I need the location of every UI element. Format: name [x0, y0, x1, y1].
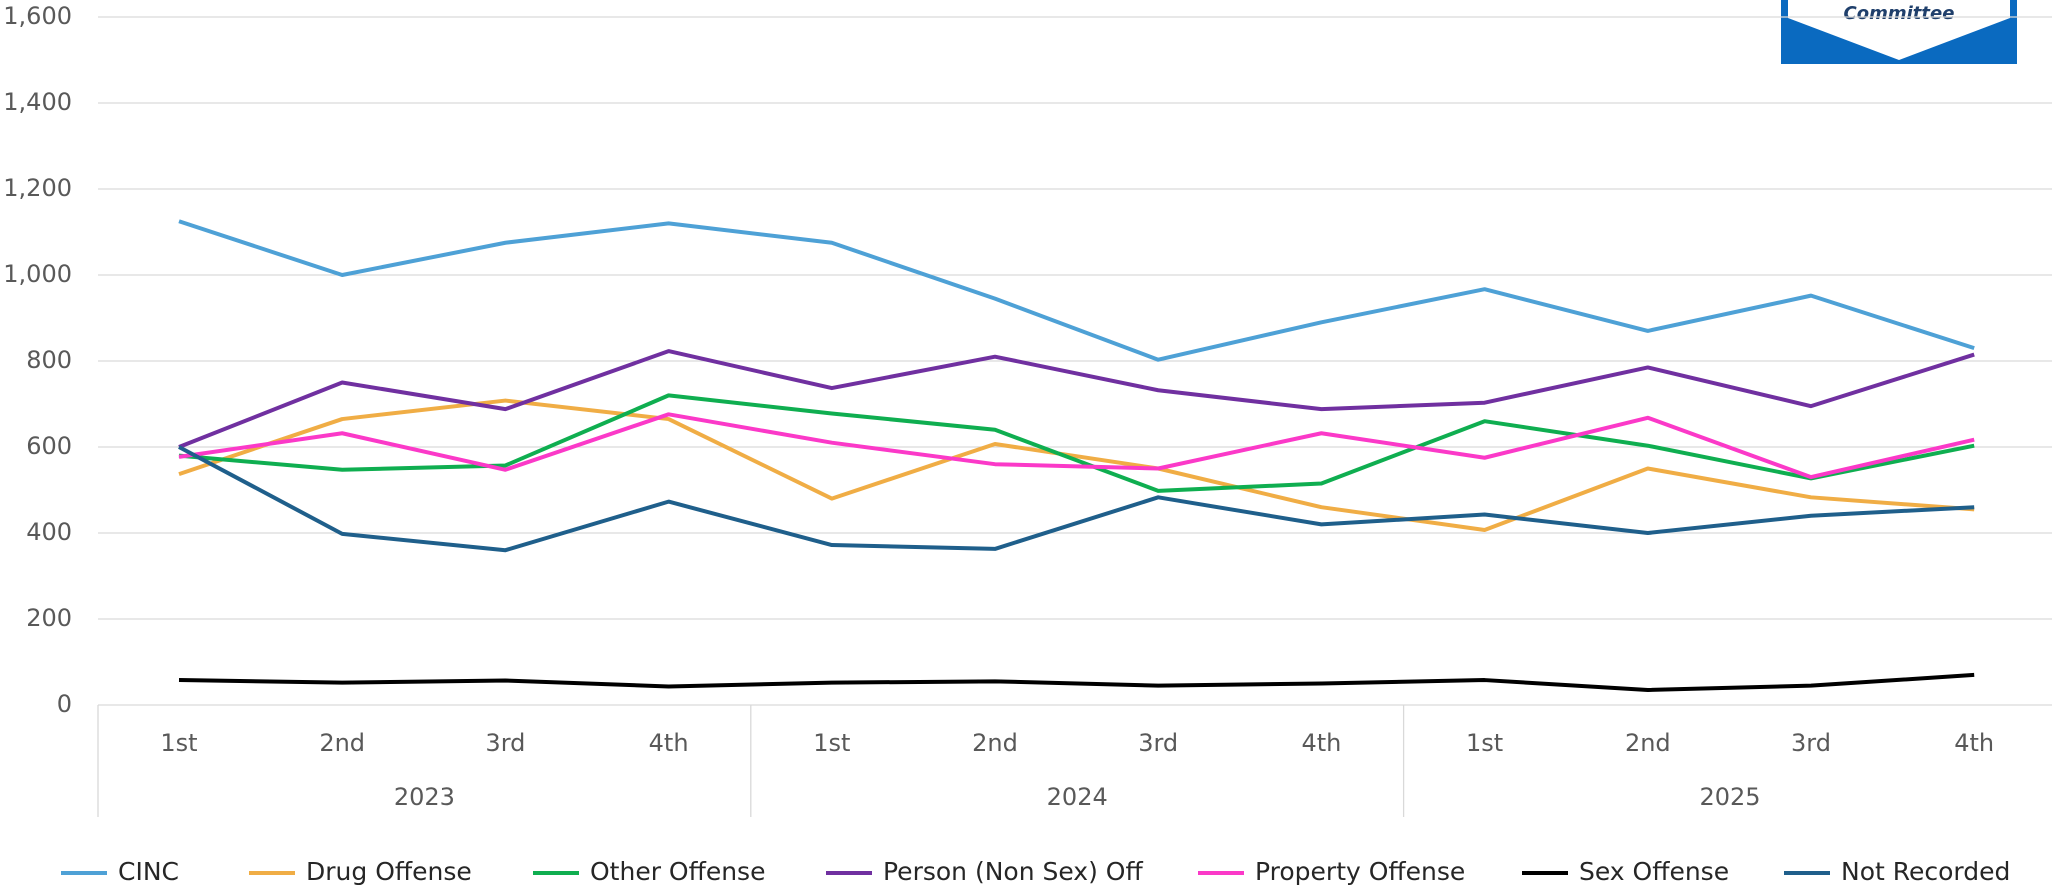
legend-label: Property Offense	[1255, 857, 1465, 886]
x-tick-label: 1st	[1466, 729, 1503, 757]
x-tick-label: 4th	[1301, 729, 1341, 757]
series-line	[178, 219, 1975, 362]
x-tick-label: 2nd	[1625, 729, 1671, 757]
x-tick-label: 3rd	[1138, 729, 1178, 757]
x-group-label: 2023	[394, 783, 455, 811]
x-tick-label: 2nd	[972, 729, 1018, 757]
y-tick-label: 600	[26, 432, 72, 460]
x-tick-label: 3rd	[485, 729, 525, 757]
y-tick-label: 800	[26, 346, 72, 374]
legend-label: Not Recorded	[1841, 857, 2010, 886]
series-line	[178, 393, 1975, 493]
legend-label: CINC	[118, 857, 179, 886]
x-tick-label: 2nd	[319, 729, 365, 757]
x-tick-label: 4th	[649, 729, 689, 757]
series-line	[178, 445, 1975, 553]
y-tick-label: 1,400	[3, 88, 72, 116]
legend-label: Person (Non Sex) Off	[883, 857, 1143, 886]
logo-text: Committee	[1844, 3, 1955, 24]
series-line	[178, 672, 1975, 692]
legend-label: Sex Offense	[1579, 857, 1729, 886]
y-tick-label: 1,000	[3, 260, 72, 288]
y-tick-label: 400	[26, 518, 72, 546]
legend-label: Drug Offense	[306, 857, 472, 886]
legend-label: Other Offense	[590, 857, 765, 886]
x-tick-label: 3rd	[1791, 729, 1831, 757]
x-group-label: 2025	[1699, 783, 1760, 811]
x-tick-label: 1st	[813, 729, 850, 757]
x-tick-label: 1st	[160, 729, 197, 757]
x-tick-label: 4th	[1954, 729, 1994, 757]
logo-panel	[1788, 0, 2010, 60]
y-tick-label: 1,200	[3, 174, 72, 202]
y-tick-label: 1,600	[3, 2, 72, 30]
y-tick-label: 0	[57, 690, 72, 718]
series-line	[178, 412, 1975, 480]
y-tick-label: 200	[26, 604, 72, 632]
series-line	[178, 349, 1975, 449]
x-group-label: 2024	[1047, 783, 1108, 811]
logo: Committee	[1781, 0, 2017, 64]
